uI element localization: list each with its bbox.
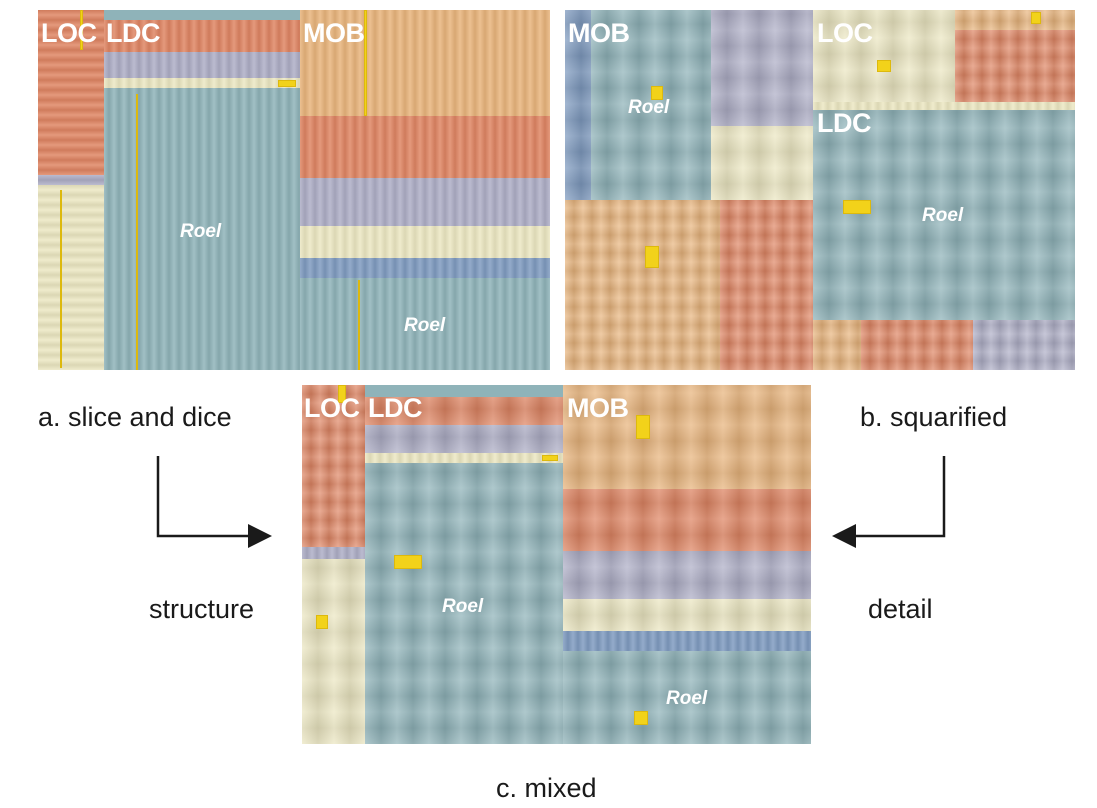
treemap-slice-and-dice: LOC LDC MOB Roel Roel xyxy=(38,10,550,370)
ldc-highlight xyxy=(394,555,422,569)
caption-mixed: c. mixed xyxy=(496,773,597,803)
ldc-orange-block xyxy=(813,320,861,370)
mob-highlight-line-bottom xyxy=(358,280,360,370)
loc-top-block xyxy=(38,10,104,175)
loc-cream-band xyxy=(813,102,1075,110)
treemap-mixed: LOC LDC MOB Roel Roel xyxy=(302,385,811,744)
ldc-lavender-block xyxy=(973,320,1075,370)
mob-highlight xyxy=(651,86,663,100)
group-label-mob: MOB xyxy=(303,18,365,48)
roel-label-mob: Roel xyxy=(628,97,670,118)
mob-teal-block xyxy=(591,10,711,200)
ldc-highlight xyxy=(278,80,296,87)
loc-highlight xyxy=(316,615,328,629)
ldc-salmon-band xyxy=(104,20,300,52)
loc-highlight-2 xyxy=(1031,12,1041,24)
treemap-squarified: MOB LOC LDC Roel Roel xyxy=(565,10,1075,370)
loc-highlight-top xyxy=(338,385,346,403)
mob-lavender-block xyxy=(711,10,813,126)
mob-lavender-block xyxy=(563,551,811,599)
arrow-right-icon xyxy=(156,456,272,548)
mob-salmon-block xyxy=(720,200,813,370)
loc-highlight-top xyxy=(80,10,83,50)
mob-highlight-2 xyxy=(645,246,659,268)
mob-salmon-block xyxy=(563,489,811,551)
mob-steel-strip xyxy=(565,10,591,200)
ldc-highlight-line xyxy=(136,94,138,370)
caption-structure: structure xyxy=(149,594,255,624)
loc-salmon-block xyxy=(955,30,1075,102)
group-label-loc: LOC xyxy=(41,18,97,48)
ldc-highlight-band xyxy=(542,455,558,461)
roel-label-mob: Roel xyxy=(666,688,708,709)
loc-bottom-block xyxy=(38,185,104,370)
mob-orange-block xyxy=(565,200,720,370)
mob-orange-block xyxy=(300,10,550,116)
mob-teal-block xyxy=(563,651,811,744)
mob-cream-block xyxy=(711,126,813,200)
mob-steel-block xyxy=(563,631,811,651)
group-label-mob: MOB xyxy=(568,18,630,48)
roel-label-ldc: Roel xyxy=(442,596,484,617)
loc-cream-block xyxy=(813,10,955,102)
mob-teal-block xyxy=(300,278,550,370)
mob-cream-block xyxy=(300,226,550,258)
ldc-cream-band xyxy=(365,453,563,463)
roel-label-mob: Roel xyxy=(404,315,446,336)
mob-lavender-block xyxy=(300,178,550,226)
group-label-mob: MOB xyxy=(567,393,629,423)
ldc-lavender-band xyxy=(104,52,300,78)
loc-cream-block xyxy=(302,559,365,744)
ldc-lavender-band xyxy=(365,425,563,453)
mob-highlight xyxy=(634,711,648,725)
mob-cream-block xyxy=(563,599,811,631)
group-label-loc: LOC xyxy=(304,393,360,423)
ldc-teal-block xyxy=(365,463,563,744)
group-label-ldc: LDC xyxy=(368,393,423,423)
roel-label-ldc: Roel xyxy=(180,221,222,242)
mob-steel-block xyxy=(300,258,550,278)
roel-label-ldc: Roel xyxy=(922,205,964,226)
ldc-cream-band xyxy=(104,78,300,88)
mob-orange-block xyxy=(563,385,811,489)
loc-orange-block xyxy=(955,10,1075,30)
ldc-salmon-block xyxy=(861,320,973,370)
caption-slice-and-dice: a. slice and dice xyxy=(38,402,232,432)
caption-detail: detail xyxy=(868,594,933,624)
caption-squarified: b. squarified xyxy=(860,402,1008,432)
group-label-loc: LOC xyxy=(817,18,873,48)
group-label-ldc: LDC xyxy=(817,108,872,138)
loc-salmon-block xyxy=(302,385,365,547)
ldc-highlight xyxy=(843,200,871,214)
loc-lavender-band xyxy=(302,547,365,559)
mob-salmon-block xyxy=(300,116,550,178)
mob-highlight-line-top xyxy=(364,10,367,116)
loc-highlight xyxy=(877,60,891,72)
arrow-left-icon xyxy=(832,456,946,548)
loc-band xyxy=(38,175,104,185)
ldc-teal-block xyxy=(813,110,1075,320)
loc-highlight-line xyxy=(60,190,62,368)
ldc-salmon-band xyxy=(365,397,563,425)
group-label-ldc: LDC xyxy=(106,18,161,48)
mob-highlight-top xyxy=(636,415,650,439)
